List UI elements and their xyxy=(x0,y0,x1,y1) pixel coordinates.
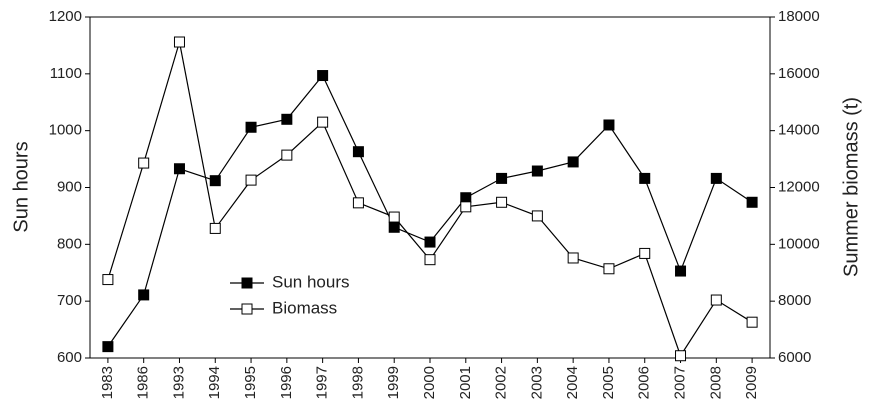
y-tick-label: 1200 xyxy=(49,8,82,25)
marker xyxy=(138,289,150,301)
x-tick-label: 2005 xyxy=(600,366,617,399)
y2-tick-label: 16000 xyxy=(778,65,820,82)
marker xyxy=(567,252,579,264)
x-tick-label: 1997 xyxy=(314,366,331,399)
marker xyxy=(531,210,543,222)
marker xyxy=(352,197,364,209)
legend-marker xyxy=(241,303,253,315)
marker xyxy=(245,174,257,186)
marker xyxy=(209,222,221,234)
marker xyxy=(388,211,400,223)
x-tick-label: 1999 xyxy=(385,366,402,399)
y2-tick-label: 18000 xyxy=(778,8,820,25)
y-tick-label: 700 xyxy=(57,292,82,309)
marker xyxy=(281,149,293,161)
x-tick-label: 2003 xyxy=(528,366,545,399)
marker xyxy=(496,172,508,184)
marker xyxy=(675,350,687,362)
x-tick-label: 2001 xyxy=(457,366,474,399)
x-tick-label: 1994 xyxy=(206,366,223,399)
x-tick-label: 2008 xyxy=(707,366,724,399)
marker xyxy=(173,36,185,48)
legend-label: Sun hours xyxy=(272,272,350,291)
x-tick-label: 1986 xyxy=(135,366,152,399)
legend-label: Biomass xyxy=(272,298,337,317)
marker xyxy=(496,196,508,208)
y2-tick-label: 12000 xyxy=(778,178,820,195)
marker xyxy=(317,116,329,128)
legend-marker xyxy=(241,277,253,289)
y2-axis-title: Summer biomass (t) xyxy=(840,97,862,277)
marker xyxy=(710,294,722,306)
marker xyxy=(424,236,436,248)
marker xyxy=(603,263,615,275)
y-tick-label: 1100 xyxy=(50,65,82,82)
plot-frame xyxy=(89,16,771,359)
x-tick-label: 1983 xyxy=(99,366,116,399)
marker xyxy=(746,316,758,328)
marker xyxy=(102,274,114,286)
marker xyxy=(317,70,329,82)
x-tick-label: 1998 xyxy=(349,366,366,399)
marker xyxy=(531,165,543,177)
marker xyxy=(245,121,257,133)
marker xyxy=(567,156,579,168)
y2-tick-label: 6000 xyxy=(778,349,811,366)
y-axis-title: Sun hours xyxy=(10,141,32,232)
y2-tick-label: 8000 xyxy=(778,292,811,309)
marker xyxy=(460,201,472,213)
x-tick-label: 2007 xyxy=(671,366,688,399)
marker xyxy=(424,254,436,266)
x-tick-label: 1993 xyxy=(170,366,187,399)
x-tick-label: 2006 xyxy=(636,366,653,399)
x-tick-label: 2004 xyxy=(564,366,581,399)
x-tick-label: 1996 xyxy=(278,366,295,399)
marker xyxy=(352,146,364,158)
marker xyxy=(603,119,615,131)
y2-tick-label: 10000 xyxy=(778,235,820,252)
marker xyxy=(138,157,150,169)
y2-tick-label: 14000 xyxy=(778,122,820,139)
y-tick-label: 900 xyxy=(57,178,82,195)
marker xyxy=(746,196,758,208)
y-tick-label: 800 xyxy=(57,235,82,252)
marker xyxy=(388,221,400,233)
x-tick-label: 2009 xyxy=(743,366,760,399)
marker xyxy=(710,172,722,184)
x-tick-label: 1995 xyxy=(242,366,259,399)
marker xyxy=(460,192,472,204)
marker xyxy=(639,247,651,259)
marker xyxy=(173,163,185,175)
series-line xyxy=(107,41,753,358)
marker xyxy=(639,172,651,184)
marker xyxy=(209,175,221,187)
series-line xyxy=(107,74,753,347)
marker xyxy=(675,265,687,277)
x-tick-label: 2002 xyxy=(493,366,510,399)
x-tick-label: 2000 xyxy=(421,366,438,399)
y-tick-label: 1000 xyxy=(49,122,82,139)
marker xyxy=(102,341,114,353)
y-tick-label: 600 xyxy=(57,349,82,366)
marker xyxy=(281,113,293,125)
